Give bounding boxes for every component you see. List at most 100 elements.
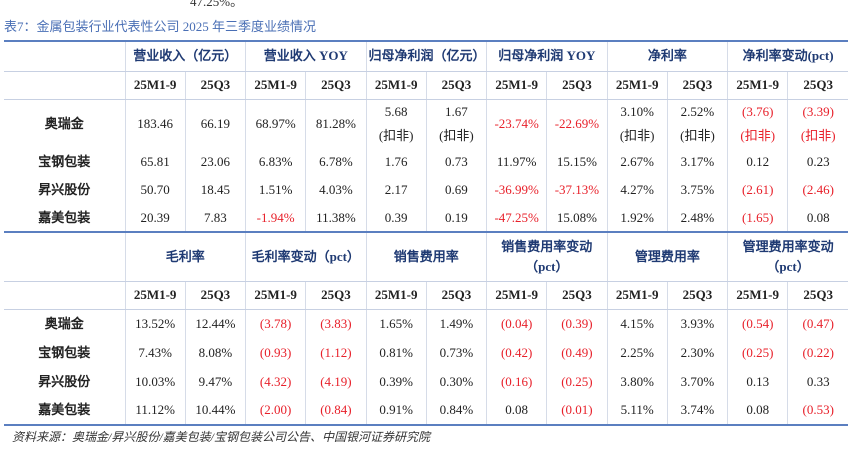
cell-line: (3.76) bbox=[741, 103, 774, 119]
data-cell: 10.44% bbox=[184, 396, 246, 426]
data-cell: 7.43% bbox=[124, 338, 186, 367]
corner-cell bbox=[4, 281, 125, 310]
data-cell: 0.81% bbox=[365, 338, 427, 367]
group-header: 毛利率 bbox=[124, 231, 246, 282]
data-cell: 3.17% bbox=[666, 148, 728, 176]
data-cell: 0.91% bbox=[365, 396, 427, 426]
data-row: 嘉美包装 11.12% 10.44% (2.00) (0.84) 0.91% 0.84% 0.… bbox=[4, 396, 849, 426]
data-cell: (1.12) bbox=[305, 338, 367, 367]
data-cell: 0.30% bbox=[425, 367, 487, 396]
company-name: 宝钢包装 bbox=[38, 344, 91, 360]
data-cell: (0.54) bbox=[727, 309, 788, 338]
period-header: 25Q3 bbox=[184, 71, 246, 100]
group-header-row: 营业收入（亿元） 营业收入 YOY 归母净利润（亿元） 归母净利润 YOY 净利率 净利率… bbox=[4, 40, 849, 72]
data-cell: 11.38% bbox=[305, 204, 367, 232]
data-cell: 11.12% bbox=[124, 396, 186, 426]
data-cell: (2.61) bbox=[727, 176, 788, 204]
group-header: 净利率变动(pct) bbox=[727, 40, 849, 72]
data-cell: (0.42) bbox=[486, 338, 547, 367]
data-cell: (0.16) bbox=[486, 367, 547, 396]
data-cell: 20.39 bbox=[124, 204, 186, 232]
data-row: 宝钢包装 65.81 23.06 6.83% 6.78% 1.76 0.73 11.97% 15… bbox=[4, 148, 849, 176]
data-cell: 7.83 bbox=[184, 204, 246, 232]
data-cell: 0.69 bbox=[425, 176, 487, 204]
period-header: 25M1-9 bbox=[606, 281, 668, 310]
data-cell: (0.47) bbox=[787, 309, 849, 338]
table-body: 营业收入（亿元） 营业收入 YOY 归母净利润（亿元） 归母净利润 YOY 净利率 净利率… bbox=[4, 40, 849, 426]
period-header: 25Q3 bbox=[546, 71, 608, 100]
data-cell: 0.08 bbox=[727, 396, 788, 426]
data-cell: 2.52% (扣非) bbox=[666, 99, 728, 148]
data-cell: 68.97% bbox=[245, 99, 306, 148]
period-header: 25Q3 bbox=[666, 71, 728, 100]
data-cell: 4.15% bbox=[606, 309, 668, 338]
data-cell: (0.49) bbox=[546, 338, 608, 367]
data-cell: (3.76) (扣非) bbox=[727, 99, 788, 148]
data-cell: 0.08 bbox=[787, 204, 849, 232]
data-cell: 2.67% bbox=[606, 148, 668, 176]
data-cell: 0.73% bbox=[425, 338, 487, 367]
data-row: 宝钢包装 7.43% 8.08% (0.93) (1.12) 0.81% 0.73% (0.4… bbox=[4, 338, 849, 367]
data-cell: 3.70% bbox=[666, 367, 728, 396]
corner-cell bbox=[4, 71, 125, 100]
period-header: 25M1-9 bbox=[365, 281, 427, 310]
period-row: 25M1-9 25Q3 25M1-9 25Q3 25M1-9 25Q3 25M1-9 25Q3… bbox=[4, 71, 849, 100]
period-header: 25M1-9 bbox=[365, 71, 427, 100]
period-header: 25Q3 bbox=[425, 281, 487, 310]
data-cell: (0.53) bbox=[787, 396, 849, 426]
data-cell: 4.03% bbox=[305, 176, 367, 204]
data-cell: 2.17 bbox=[365, 176, 427, 204]
group-header: 营业收入 YOY bbox=[245, 40, 367, 72]
corner-cell bbox=[4, 40, 125, 72]
data-cell: (3.78) bbox=[245, 309, 306, 338]
cell-line: 1.67 bbox=[445, 103, 468, 119]
cut-text: 47.25%。 bbox=[190, 0, 244, 9]
period-header: 25M1-9 bbox=[606, 71, 668, 100]
table: 营业收入（亿元） 营业收入 YOY 归母净利润（亿元） 归母净利润 YOY 净利率 净利率… bbox=[4, 40, 849, 426]
data-cell: 1.65% bbox=[365, 309, 427, 338]
group-header: 管理费用率 bbox=[606, 231, 728, 282]
data-cell: 5.11% bbox=[606, 396, 668, 426]
period-header: 25Q3 bbox=[305, 71, 367, 100]
data-cell: 5.68 (扣非) bbox=[365, 99, 427, 148]
period-header: 25M1-9 bbox=[727, 281, 788, 310]
data-cell: 0.73 bbox=[425, 148, 487, 176]
group-header: 销售费用率 bbox=[365, 231, 487, 282]
data-cell: -23.74% bbox=[486, 99, 547, 148]
data-cell: 2.30% bbox=[666, 338, 728, 367]
period-header: 25M1-9 bbox=[124, 281, 186, 310]
data-cell: 3.93% bbox=[666, 309, 728, 338]
company-name: 宝钢包装 bbox=[38, 154, 91, 169]
table-caption: 表7：金属包装行业代表性公司 2025 年三季度业绩情况 bbox=[4, 19, 317, 34]
period-header: 25M1-9 bbox=[727, 71, 788, 100]
data-cell: 6.83% bbox=[245, 148, 306, 176]
data-cell: 2.48% bbox=[666, 204, 728, 232]
group-header: 净利率 bbox=[606, 40, 728, 72]
company-name: 昇兴股份 bbox=[38, 182, 91, 197]
company-name: 昇兴股份 bbox=[38, 373, 91, 389]
data-cell: 18.45 bbox=[184, 176, 246, 204]
data-cell: 2.25% bbox=[606, 338, 668, 367]
cell-line: (扣非) bbox=[740, 127, 776, 143]
company-name: 嘉美包装 bbox=[4, 396, 125, 426]
company-name: 奥瑞金 bbox=[44, 115, 84, 131]
cell-line: (3.39) bbox=[802, 103, 834, 119]
group-header: 销售费用率变动（pct） bbox=[486, 231, 608, 282]
data-cell: 3.80% bbox=[606, 367, 668, 396]
data-row: 奥瑞金 183.46 66.19 68.97% 81.28% 5.68 (扣非) 1.67 (扣… bbox=[4, 99, 849, 148]
cell-line: (扣非) bbox=[439, 127, 474, 143]
period-header: 25M1-9 bbox=[486, 71, 547, 100]
data-cell: 81.28% bbox=[305, 99, 367, 148]
data-cell: 10.03% bbox=[124, 367, 186, 396]
group-header: 归母净利润 YOY bbox=[486, 40, 608, 72]
data-cell: -1.94% bbox=[245, 204, 306, 232]
data-cell: (0.25) bbox=[546, 367, 608, 396]
data-row: 奥瑞金 13.52% 12.44% (3.78) (3.83) 1.65% 1.49% (0.… bbox=[4, 309, 849, 338]
period-header: 25Q3 bbox=[787, 281, 849, 310]
data-row: 嘉美包装 20.39 7.83 -1.94% 11.38% 0.39 0.19 -47.25%… bbox=[4, 204, 849, 232]
data-cell: 1.49% bbox=[425, 309, 487, 338]
data-cell: (0.01) bbox=[546, 396, 608, 426]
data-cell: 66.19 bbox=[184, 99, 246, 148]
data-cell: 13.52% bbox=[124, 309, 186, 338]
data-cell: (0.93) bbox=[245, 338, 306, 367]
